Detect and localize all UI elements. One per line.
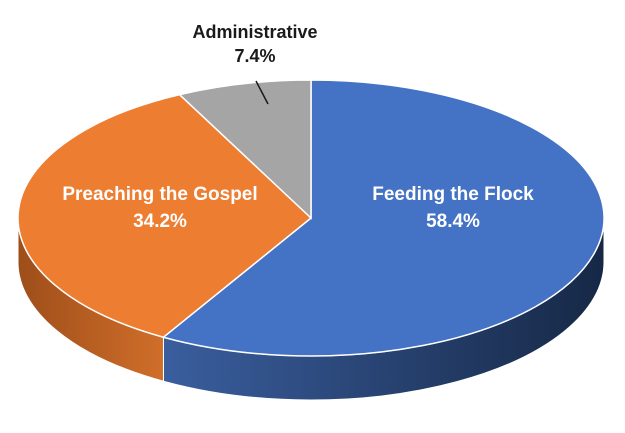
- slice-value-preaching-the-gospel: 34.2%: [133, 211, 187, 232]
- pie-top-faces: [17, 79, 605, 357]
- slice-label-feeding-the-flock: Feeding the Flock: [372, 184, 534, 205]
- slice-value-administrative: 7.4%: [234, 46, 275, 66]
- pie-slice-administrative: [178, 79, 312, 220]
- administrative-leader-line: [255, 80, 269, 105]
- slice-label-administrative: Administrative: [192, 22, 317, 42]
- pie-slice-preaching-the-gospel: [17, 93, 313, 339]
- slice-value-feeding-the-flock: 58.4%: [426, 211, 480, 232]
- pie-labels: Feeding the Flock 58.4% Preaching the Gosp…: [62, 22, 534, 232]
- slice-label-preaching-the-gospel: Preaching the Gospel: [62, 184, 257, 205]
- pie-slice-feeding-the-flock: [161, 79, 605, 357]
